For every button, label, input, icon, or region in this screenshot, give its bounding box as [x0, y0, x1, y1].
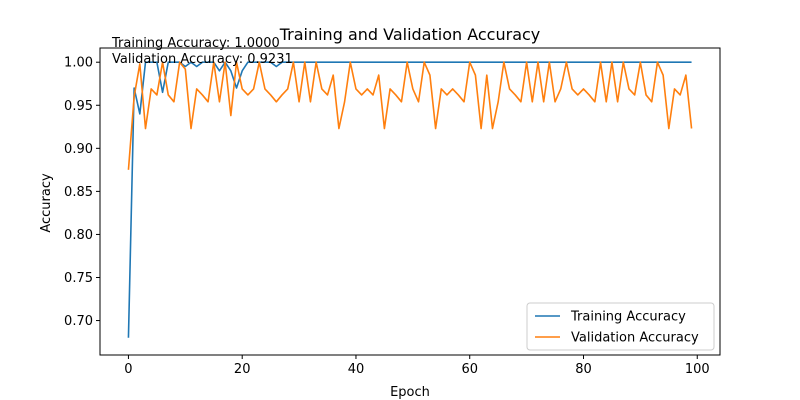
plot-area: [99, 47, 721, 356]
series-line-validation-accuracy: [127, 61, 693, 170]
axes-frame: [99, 47, 721, 356]
y-tick-label: 0.80: [64, 228, 93, 243]
legend-box: [526, 302, 715, 351]
legend: Training Accuracy Validation Accuracy: [526, 302, 715, 351]
y-tick-label: 1.00: [64, 56, 93, 71]
y-tick-label: 0.75: [64, 271, 93, 286]
x-tick-label: 20: [234, 362, 251, 377]
x-axis-ticks: 0 20 40 60 80 100: [124, 355, 710, 377]
series-lines: [127, 61, 693, 338]
x-tick-label: 60: [461, 362, 478, 377]
legend-label: Validation Accuracy: [571, 331, 699, 346]
y-tick-label: 0.95: [64, 99, 93, 114]
series-line-training-accuracy: [127, 61, 692, 338]
y-tick-label: 0.90: [64, 142, 93, 157]
y-axis-ticks: 0.70 0.75 0.80 0.85 0.90 0.95 1.00: [64, 56, 100, 329]
x-tick-label: 80: [575, 362, 592, 377]
y-tick-label: 0.85: [64, 185, 93, 200]
y-axis-label: Accuracy: [39, 173, 54, 233]
legend-label: Training Accuracy: [570, 310, 686, 325]
validation-accuracy-annotation: Validation Accuracy: 0.9231: [112, 52, 293, 67]
x-axis-label: Epoch: [390, 385, 430, 400]
chart-title: Training and Validation Accuracy: [279, 25, 541, 44]
y-tick-label: 0.70: [64, 314, 93, 329]
x-tick-label: 100: [685, 362, 710, 377]
x-tick-label: 40: [348, 362, 365, 377]
training-accuracy-annotation: Training Accuracy: 1.0000: [111, 36, 280, 51]
x-tick-label: 0: [124, 362, 132, 377]
